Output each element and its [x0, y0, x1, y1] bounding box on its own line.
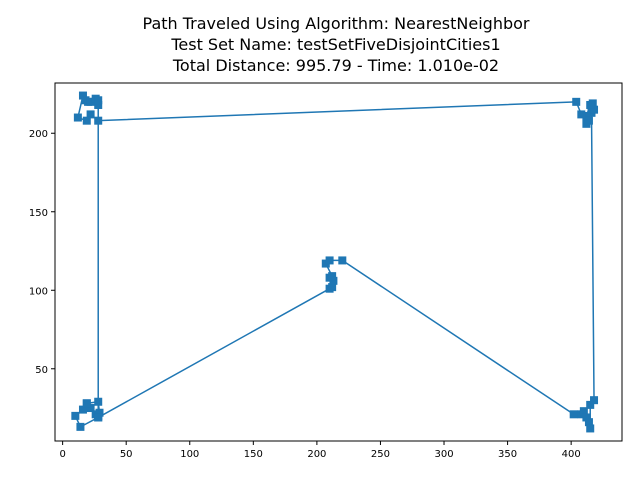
- x-tick-label: 100: [180, 449, 199, 460]
- x-tick-label: 150: [244, 449, 263, 460]
- city-marker: [82, 116, 91, 125]
- chart-title-line-2: Test Set Name: testSetFiveDisjointCities…: [170, 35, 500, 54]
- city-marker: [78, 91, 87, 100]
- city-marker: [94, 397, 103, 406]
- city-marker: [579, 407, 588, 416]
- city-marker: [94, 116, 103, 125]
- city-marker: [86, 97, 95, 106]
- x-tick-label: 0: [59, 449, 65, 460]
- y-tick-label: 50: [35, 365, 48, 376]
- city-marker: [586, 424, 595, 433]
- x-tick-label: 50: [120, 449, 133, 460]
- x-tick-label: 400: [562, 449, 581, 460]
- city-marker: [71, 411, 80, 420]
- x-tick-label: 300: [434, 449, 453, 460]
- city-marker: [582, 111, 591, 120]
- city-marker: [582, 413, 591, 422]
- x-tick-label: 350: [498, 449, 517, 460]
- city-marker: [86, 404, 95, 413]
- city-marker: [94, 100, 103, 109]
- city-marker: [94, 413, 103, 422]
- axes: 0 50 100 150 200 250 300 350 400 50 100 150 200: [29, 82, 623, 460]
- x-tick-label: 200: [307, 449, 326, 460]
- city-marker: [328, 272, 337, 281]
- y-tick-label: 150: [29, 208, 48, 219]
- x-tick-label: 250: [371, 449, 390, 460]
- city-marker: [94, 96, 103, 105]
- city-marker: [590, 105, 599, 114]
- plot-area: [71, 91, 599, 433]
- y-tick-label: 200: [29, 129, 48, 140]
- city-marker: [73, 113, 82, 122]
- city-marker: [586, 100, 595, 109]
- city-marker: [325, 256, 334, 265]
- city-marker: [86, 110, 95, 119]
- city-marker: [584, 418, 593, 427]
- city-marker: [328, 283, 337, 292]
- city-marker: [76, 422, 85, 431]
- city-marker: [577, 110, 586, 119]
- city-marker: [82, 399, 91, 408]
- city-marker: [338, 256, 347, 265]
- chart-title-line-1: Path Traveled Using Algorithm: NearestNe…: [143, 14, 530, 33]
- city-marker: [572, 97, 581, 106]
- city-marker: [586, 400, 595, 409]
- chart-title-line-3: Total Distance: 995.79 - Time: 1.010e-02: [172, 56, 499, 75]
- city-marker: [582, 119, 591, 128]
- city-marker: [590, 396, 599, 405]
- axes-frame: [54, 82, 623, 442]
- city-marker: [569, 410, 578, 419]
- y-tick-label: 100: [29, 286, 48, 297]
- city-marker: [78, 405, 87, 414]
